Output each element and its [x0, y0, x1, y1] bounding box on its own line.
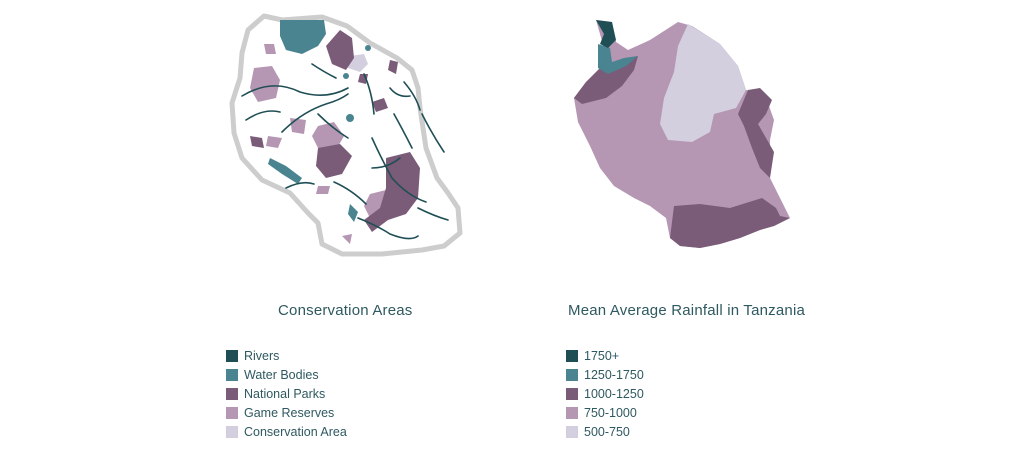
- rivers-swatch: [226, 349, 238, 362]
- rainfall-1000-1250-zone-east: [738, 88, 774, 178]
- legend-label: 1750+: [584, 348, 620, 363]
- rainfall-legend: 1750+ 1250-1750 1000-1250 750-1000 500-7…: [566, 346, 644, 442]
- national-park: [316, 144, 352, 178]
- small-lake: [343, 73, 349, 79]
- conservation-areas-map: [229, 13, 463, 257]
- rainfall-title: Mean Average Rainfall in Tanzania: [568, 302, 806, 319]
- legend-label: Conservation Area: [244, 425, 347, 440]
- rainfall-1750-plus-zone: [596, 20, 616, 48]
- rainfall-1000-1250-swatch: [566, 387, 578, 400]
- legend-item-conservation-area: Conservation Area: [226, 423, 347, 442]
- rainfall-1000-1250-zone-south: [670, 198, 790, 248]
- legend-label: Rivers: [244, 348, 280, 363]
- conservation-legend: Rivers Water Bodies National Parks Game …: [226, 346, 347, 442]
- legend-label: National Parks: [244, 386, 326, 401]
- game-reserve: [264, 44, 276, 54]
- conservation-area-swatch: [226, 426, 238, 439]
- small-lake: [365, 45, 371, 51]
- game-reserve: [250, 66, 280, 102]
- rainfall-1250-1750-swatch: [566, 368, 578, 381]
- legend-label: 1000-1250: [584, 386, 644, 401]
- game-reserve: [290, 118, 306, 134]
- national-parks-swatch: [226, 387, 238, 400]
- legend-label: Water Bodies: [244, 367, 319, 382]
- legend-item-water-bodies: Water Bodies: [226, 365, 347, 384]
- legend-item-game-reserves: Game Reserves: [226, 404, 347, 423]
- game-reserve: [266, 136, 282, 148]
- rainfall-500-750-swatch: [566, 426, 578, 439]
- national-park: [326, 30, 354, 70]
- water-bodies-swatch: [226, 368, 238, 381]
- lake-nyasa: [348, 204, 358, 222]
- rainfall-750-1000-swatch: [566, 407, 578, 420]
- game-reserves-swatch: [226, 407, 238, 420]
- small-lake: [346, 114, 354, 122]
- legend-item-500-750: 500-750: [566, 423, 644, 442]
- rainfall-1250-1750-zone: [598, 44, 638, 74]
- legend-item-1000-1250: 1000-1250: [566, 384, 644, 403]
- legend-label: Game Reserves: [244, 406, 335, 421]
- lake-victoria: [280, 20, 326, 54]
- national-park: [388, 60, 398, 74]
- rainfall-1750-plus-swatch: [566, 349, 578, 362]
- legend-item-1250-1750: 1250-1750: [566, 365, 644, 384]
- legend-item-national-parks: National Parks: [226, 384, 347, 403]
- legend-item-750-1000: 750-1000: [566, 404, 644, 423]
- national-park: [364, 152, 420, 232]
- national-park: [250, 136, 264, 148]
- rainfall-500-750-zone: [660, 24, 746, 142]
- conservation-areas-title: Conservation Areas: [278, 302, 413, 319]
- game-reserve: [342, 234, 352, 244]
- legend-label: 1250-1750: [584, 367, 644, 382]
- lake-tanganyika: [268, 158, 302, 184]
- rainfall-1000-1250-zone-nw: [574, 56, 638, 104]
- rivers: [241, 63, 449, 240]
- legend-label: 750-1000: [584, 406, 637, 421]
- legend-item-1750-plus: 1750+: [566, 346, 644, 365]
- legend-label: 500-750: [584, 425, 630, 440]
- legend-item-rivers: Rivers: [226, 346, 347, 365]
- rainfall-map: [574, 20, 790, 248]
- game-reserve: [316, 186, 330, 194]
- national-park: [372, 98, 388, 112]
